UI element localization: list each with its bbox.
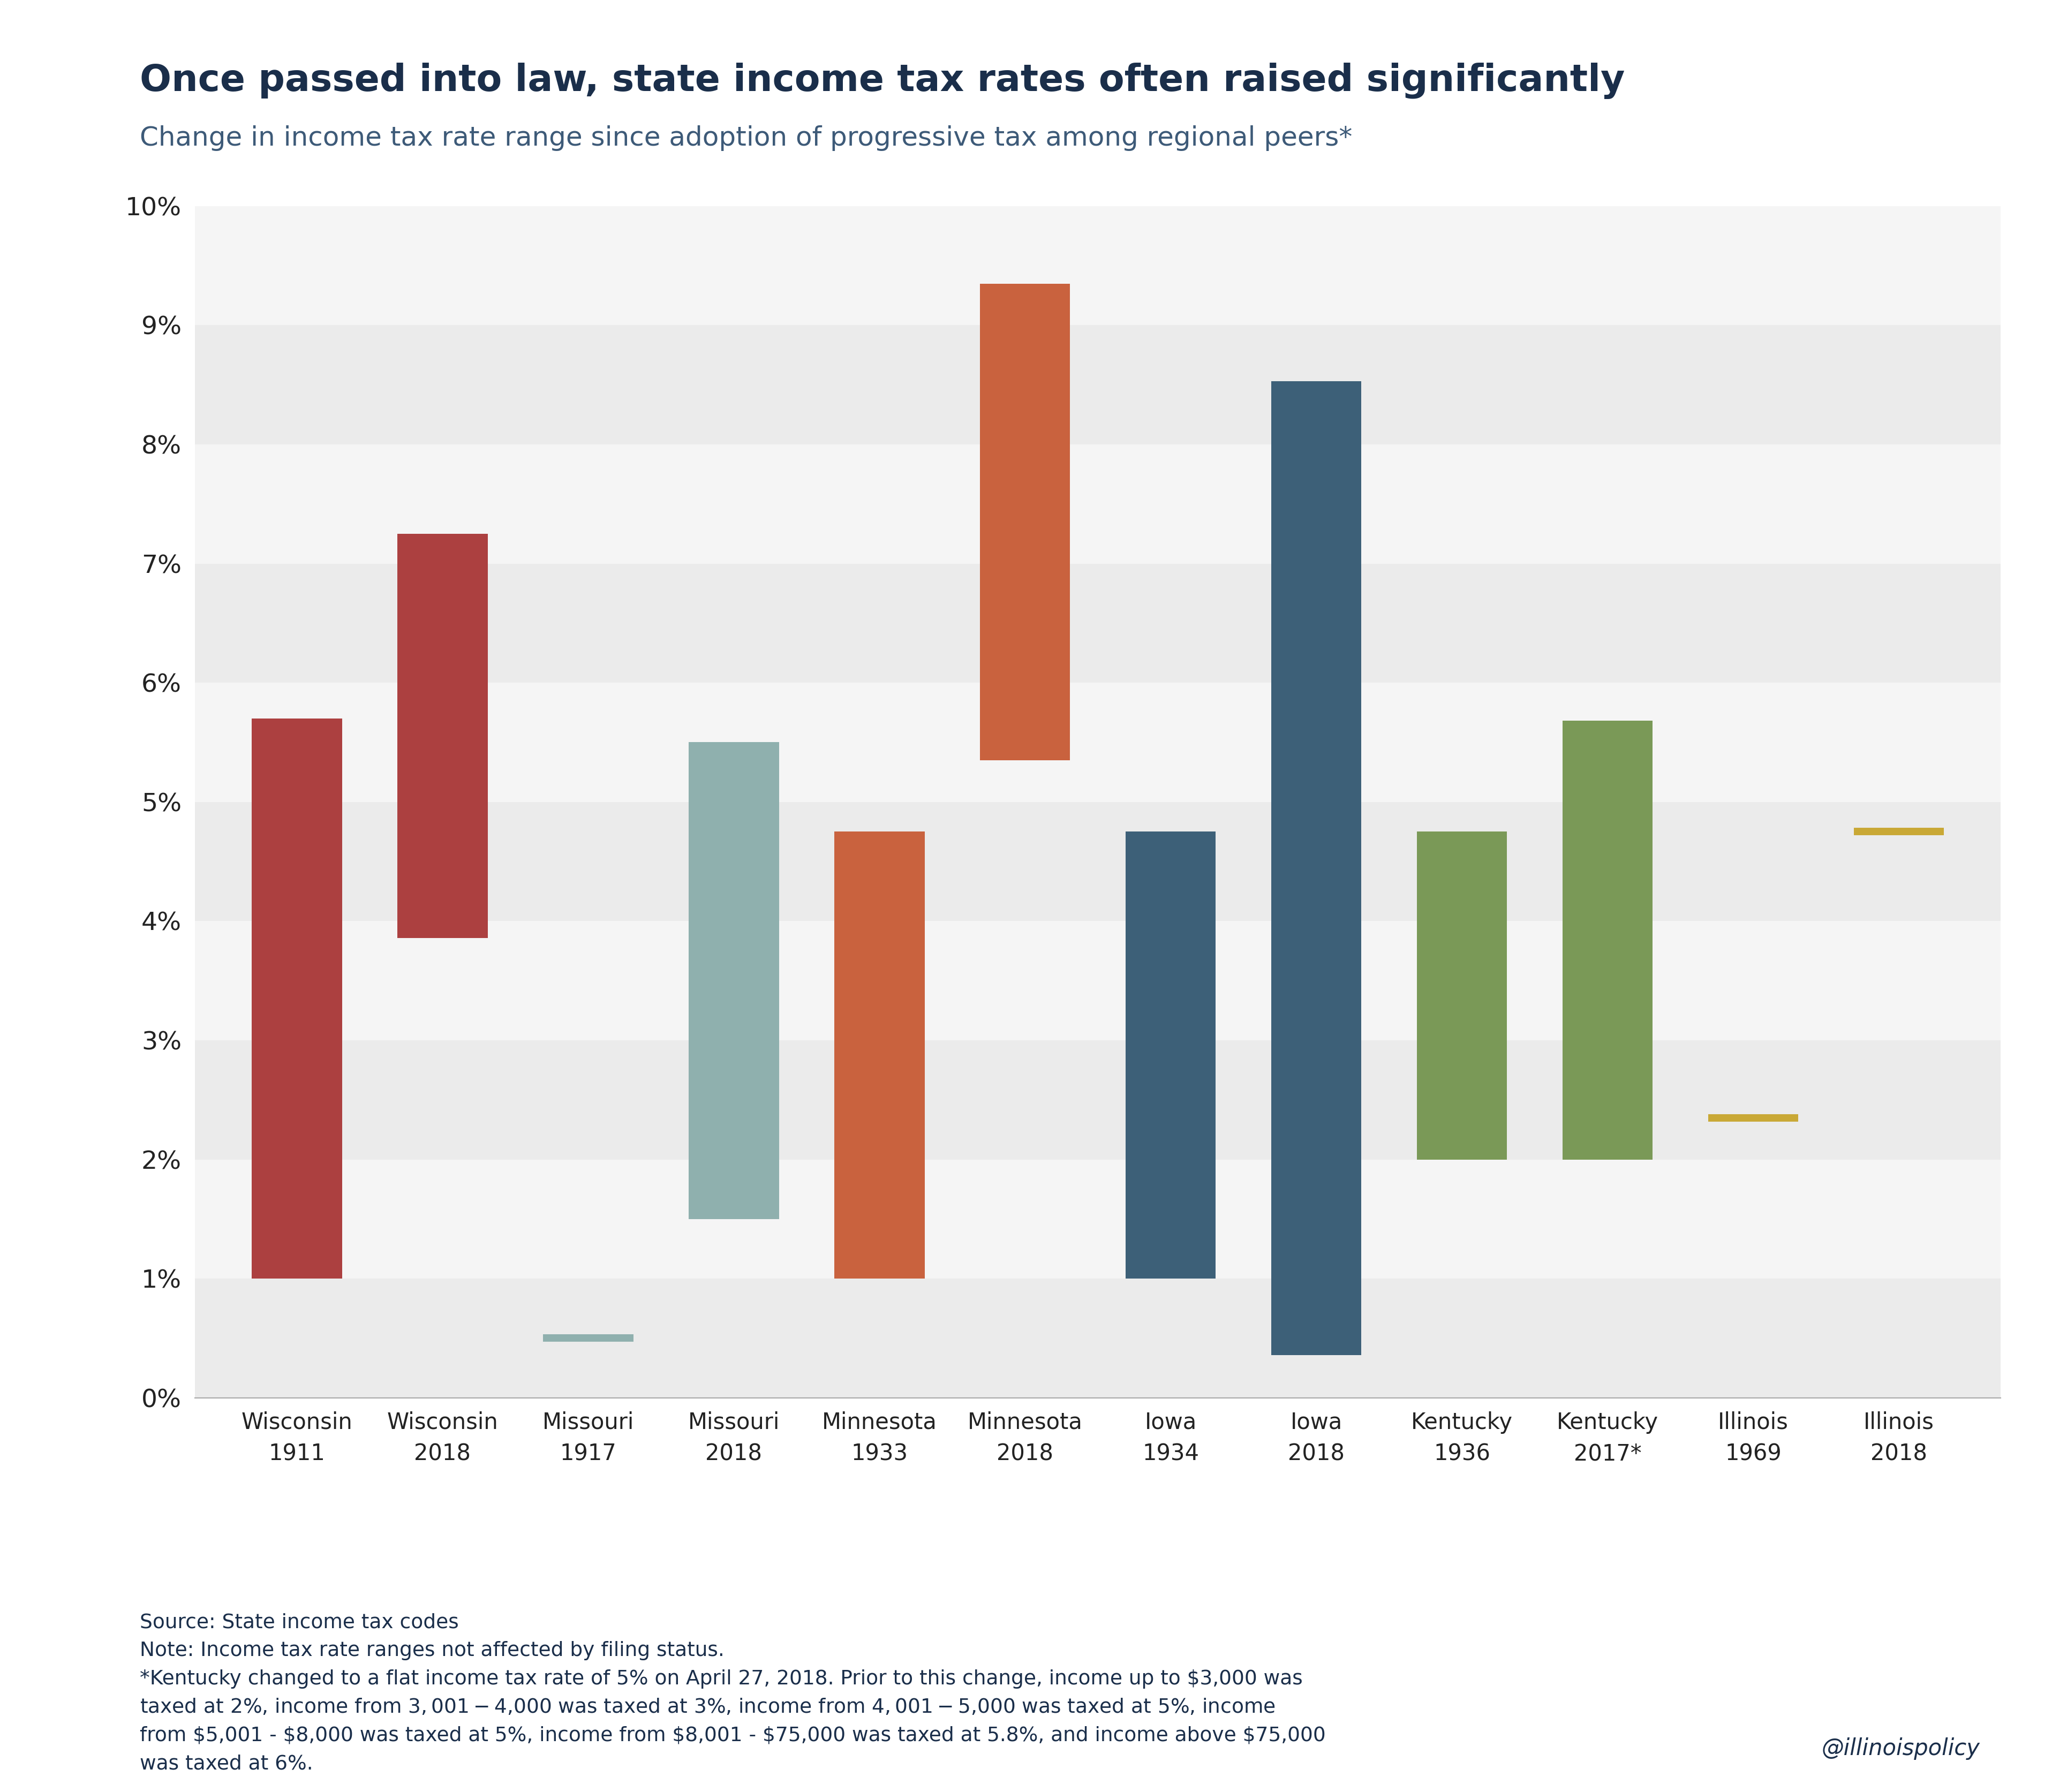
Bar: [252, 719, 343, 1279]
Text: Once passed into law, state income tax rates often raised significantly: Once passed into law, state income tax r…: [140, 63, 1625, 99]
Bar: [195, 921, 2001, 1039]
Bar: [195, 1159, 2001, 1279]
Bar: [1124, 831, 1215, 1279]
Text: Change in income tax rate range since adoption of progressive tax among regional: Change in income tax rate range since ad…: [140, 125, 1352, 151]
Bar: [195, 206, 2001, 326]
Bar: [1562, 720, 1652, 1159]
Bar: [981, 283, 1071, 760]
Bar: [195, 683, 2001, 803]
Bar: [1270, 382, 1360, 1355]
Bar: [195, 563, 2001, 683]
Bar: [398, 534, 488, 937]
Bar: [195, 1279, 2001, 1398]
Bar: [195, 1039, 2001, 1159]
Bar: [195, 444, 2001, 563]
Bar: [689, 742, 780, 1219]
Bar: [195, 326, 2001, 444]
Bar: [835, 831, 925, 1279]
Bar: [1416, 831, 1506, 1159]
Bar: [195, 803, 2001, 921]
Text: Source: State income tax codes
Note: Income tax rate ranges not affected by fili: Source: State income tax codes Note: Inc…: [140, 1613, 1326, 1774]
Text: @illinoispolicy: @illinoispolicy: [1822, 1736, 1980, 1760]
